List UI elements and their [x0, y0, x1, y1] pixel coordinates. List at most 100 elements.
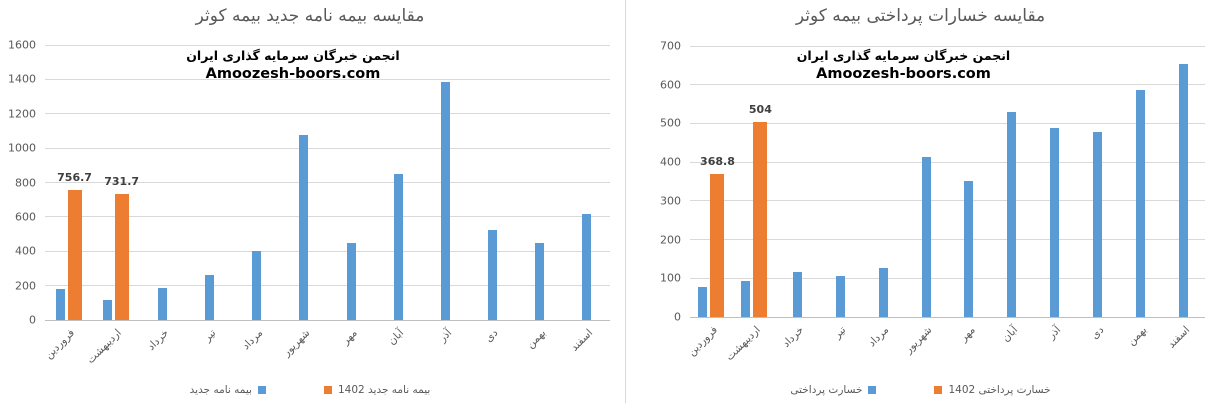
- x-tick-label: اسفند: [1165, 324, 1193, 351]
- x-slot: تیر: [819, 318, 862, 370]
- bar-آذر: [440, 81, 450, 320]
- x-slot: اسفند: [563, 321, 610, 373]
- gridline: [45, 319, 610, 321]
- bar-فروردین: [55, 289, 65, 320]
- watermark: انجمن خبرگان سرمایه گذاری ایران Amoozesh…: [626, 48, 1181, 82]
- gridline: [45, 78, 610, 80]
- y-tick-label: 0: [674, 310, 681, 324]
- x-tick-label: خرداد: [779, 324, 806, 350]
- bar-تیر: [205, 275, 215, 320]
- bar-1402-اردیبهشت: [753, 121, 768, 317]
- legend-item-base-series: خسارت پرداختی: [790, 384, 877, 396]
- gridline: [690, 84, 1205, 86]
- y-tick-label: 200: [15, 279, 36, 293]
- legend-item-base-series: بیمه نامه جدید: [190, 384, 266, 396]
- legend-label: خسارت پرداختی 1402: [948, 384, 1051, 396]
- data-label: 731.7: [104, 175, 140, 189]
- legend-label: خسارت پرداختی: [790, 384, 863, 396]
- x-slot: بهمن: [1119, 318, 1162, 370]
- data-label: 368.8: [700, 155, 735, 169]
- x-slot: تیر: [186, 321, 233, 373]
- x-slot: دی: [469, 321, 516, 373]
- legend: بیمه نامه جدید بیمه نامه جدید 1402: [0, 384, 620, 396]
- y-tick-label: 1600: [8, 38, 36, 52]
- bar-آذر: [1050, 128, 1060, 317]
- data-label: 756.7: [57, 170, 92, 184]
- x-tick-label: بهمن: [1125, 324, 1150, 348]
- x-tick-label: دی: [483, 327, 501, 345]
- bar-خرداد: [792, 272, 802, 317]
- bar-بهمن: [1136, 90, 1146, 317]
- y-tick-label: 1000: [8, 141, 36, 155]
- bar-آبان: [393, 173, 403, 320]
- bar-خرداد: [158, 288, 168, 320]
- x-tick-label: آذر: [1045, 324, 1064, 342]
- plot-area: 0 100 200 300 400 500 600 700 368.8 504: [660, 40, 1205, 324]
- panel-divider: [625, 0, 626, 403]
- bar-مرداد: [252, 251, 262, 320]
- x-tick-label: دی: [1088, 324, 1107, 342]
- x-slot: فروردین: [686, 318, 733, 370]
- legend: خسارت پرداختی خسارت پرداختی 1402: [626, 384, 1215, 396]
- chart-new-policies: مقایسه بیمه نامه جدید بیمه کوثر انجمن خب…: [0, 6, 620, 396]
- y-tick-label: 300: [660, 194, 681, 208]
- chart-title: مقایسه خسارات پرداختی بیمه کوثر: [795, 6, 1046, 26]
- x-axis-labels: فروردین اردیبهشت خرداد تیر مرداد شهریور مهر آبا…: [42, 321, 610, 373]
- bar-تیر: [835, 275, 845, 317]
- watermark-line2: Amoozesh-boors.com: [816, 66, 991, 82]
- x-tick-label: مرداد: [240, 327, 266, 353]
- x-slot: شهریور: [280, 321, 327, 373]
- x-tick-label: مرداد: [866, 324, 892, 350]
- x-tick-label: آبان: [386, 327, 407, 348]
- x-tick-label: بهمن: [523, 327, 548, 351]
- x-slot: آذر: [422, 321, 469, 373]
- legend-swatch-orange: [934, 386, 943, 394]
- y-tick-label: 1400: [8, 72, 36, 86]
- gridline: [690, 161, 1205, 163]
- chart-paid-losses: مقایسه خسارات پرداختی بیمه کوثر انجمن خب…: [626, 0, 1215, 403]
- x-tick-label: شهریور: [280, 327, 313, 359]
- x-tick-label: آبان: [1000, 324, 1021, 345]
- x-slot: فروردین: [42, 321, 92, 373]
- legend-label: بیمه نامه جدید: [189, 384, 252, 396]
- gridline: [45, 44, 610, 46]
- bar-اسفند: [581, 214, 591, 320]
- x-slot: اسفند: [1162, 318, 1205, 370]
- bar-فروردین: [698, 286, 708, 317]
- y-tick-label: 0: [29, 313, 36, 327]
- legend-item-1402-series: بیمه نامه جدید 1402: [323, 384, 430, 396]
- y-tick-label: 200: [660, 233, 681, 247]
- watermark-line1: انجمن خبرگان سرمایه گذاری ایران: [796, 48, 1011, 63]
- x-tick-label: فروردین: [685, 324, 720, 359]
- gridline: [690, 277, 1205, 279]
- gridline: [690, 45, 1205, 47]
- y-tick-label: 400: [15, 244, 36, 258]
- bar-مرداد: [878, 267, 888, 317]
- x-tick-label: آذر: [436, 327, 454, 345]
- x-tick-label: مهر: [339, 327, 360, 347]
- x-slot: آبان: [990, 318, 1033, 370]
- watermark-line2: Amoozesh-boors.com: [205, 66, 381, 82]
- y-tick-label: 1200: [8, 107, 36, 121]
- x-slot: مرداد: [862, 318, 905, 370]
- x-slot: خرداد: [776, 318, 819, 370]
- x-tick-label: شهریور: [902, 324, 935, 356]
- gridline: [690, 239, 1205, 241]
- x-slot: خرداد: [139, 321, 186, 373]
- x-tick-label: خرداد: [145, 327, 172, 353]
- y-tick-label: 800: [15, 176, 36, 189]
- gridline: [690, 122, 1205, 124]
- x-tick-label: فروردین: [42, 327, 78, 362]
- gridline: [45, 285, 610, 287]
- x-slot: شهریور: [902, 318, 948, 370]
- bar-اردیبهشت: [102, 300, 112, 320]
- gridline: [45, 250, 610, 252]
- gridline: [45, 113, 610, 115]
- bar-اردیبهشت: [741, 281, 751, 317]
- x-slot: مرداد: [233, 321, 280, 373]
- y-tick-label: 700: [660, 39, 681, 53]
- data-label: 504: [748, 102, 772, 116]
- gridline: [45, 216, 610, 218]
- watermark: انجمن خبرگان سرمایه گذاری ایران Amoozesh…: [0, 48, 586, 82]
